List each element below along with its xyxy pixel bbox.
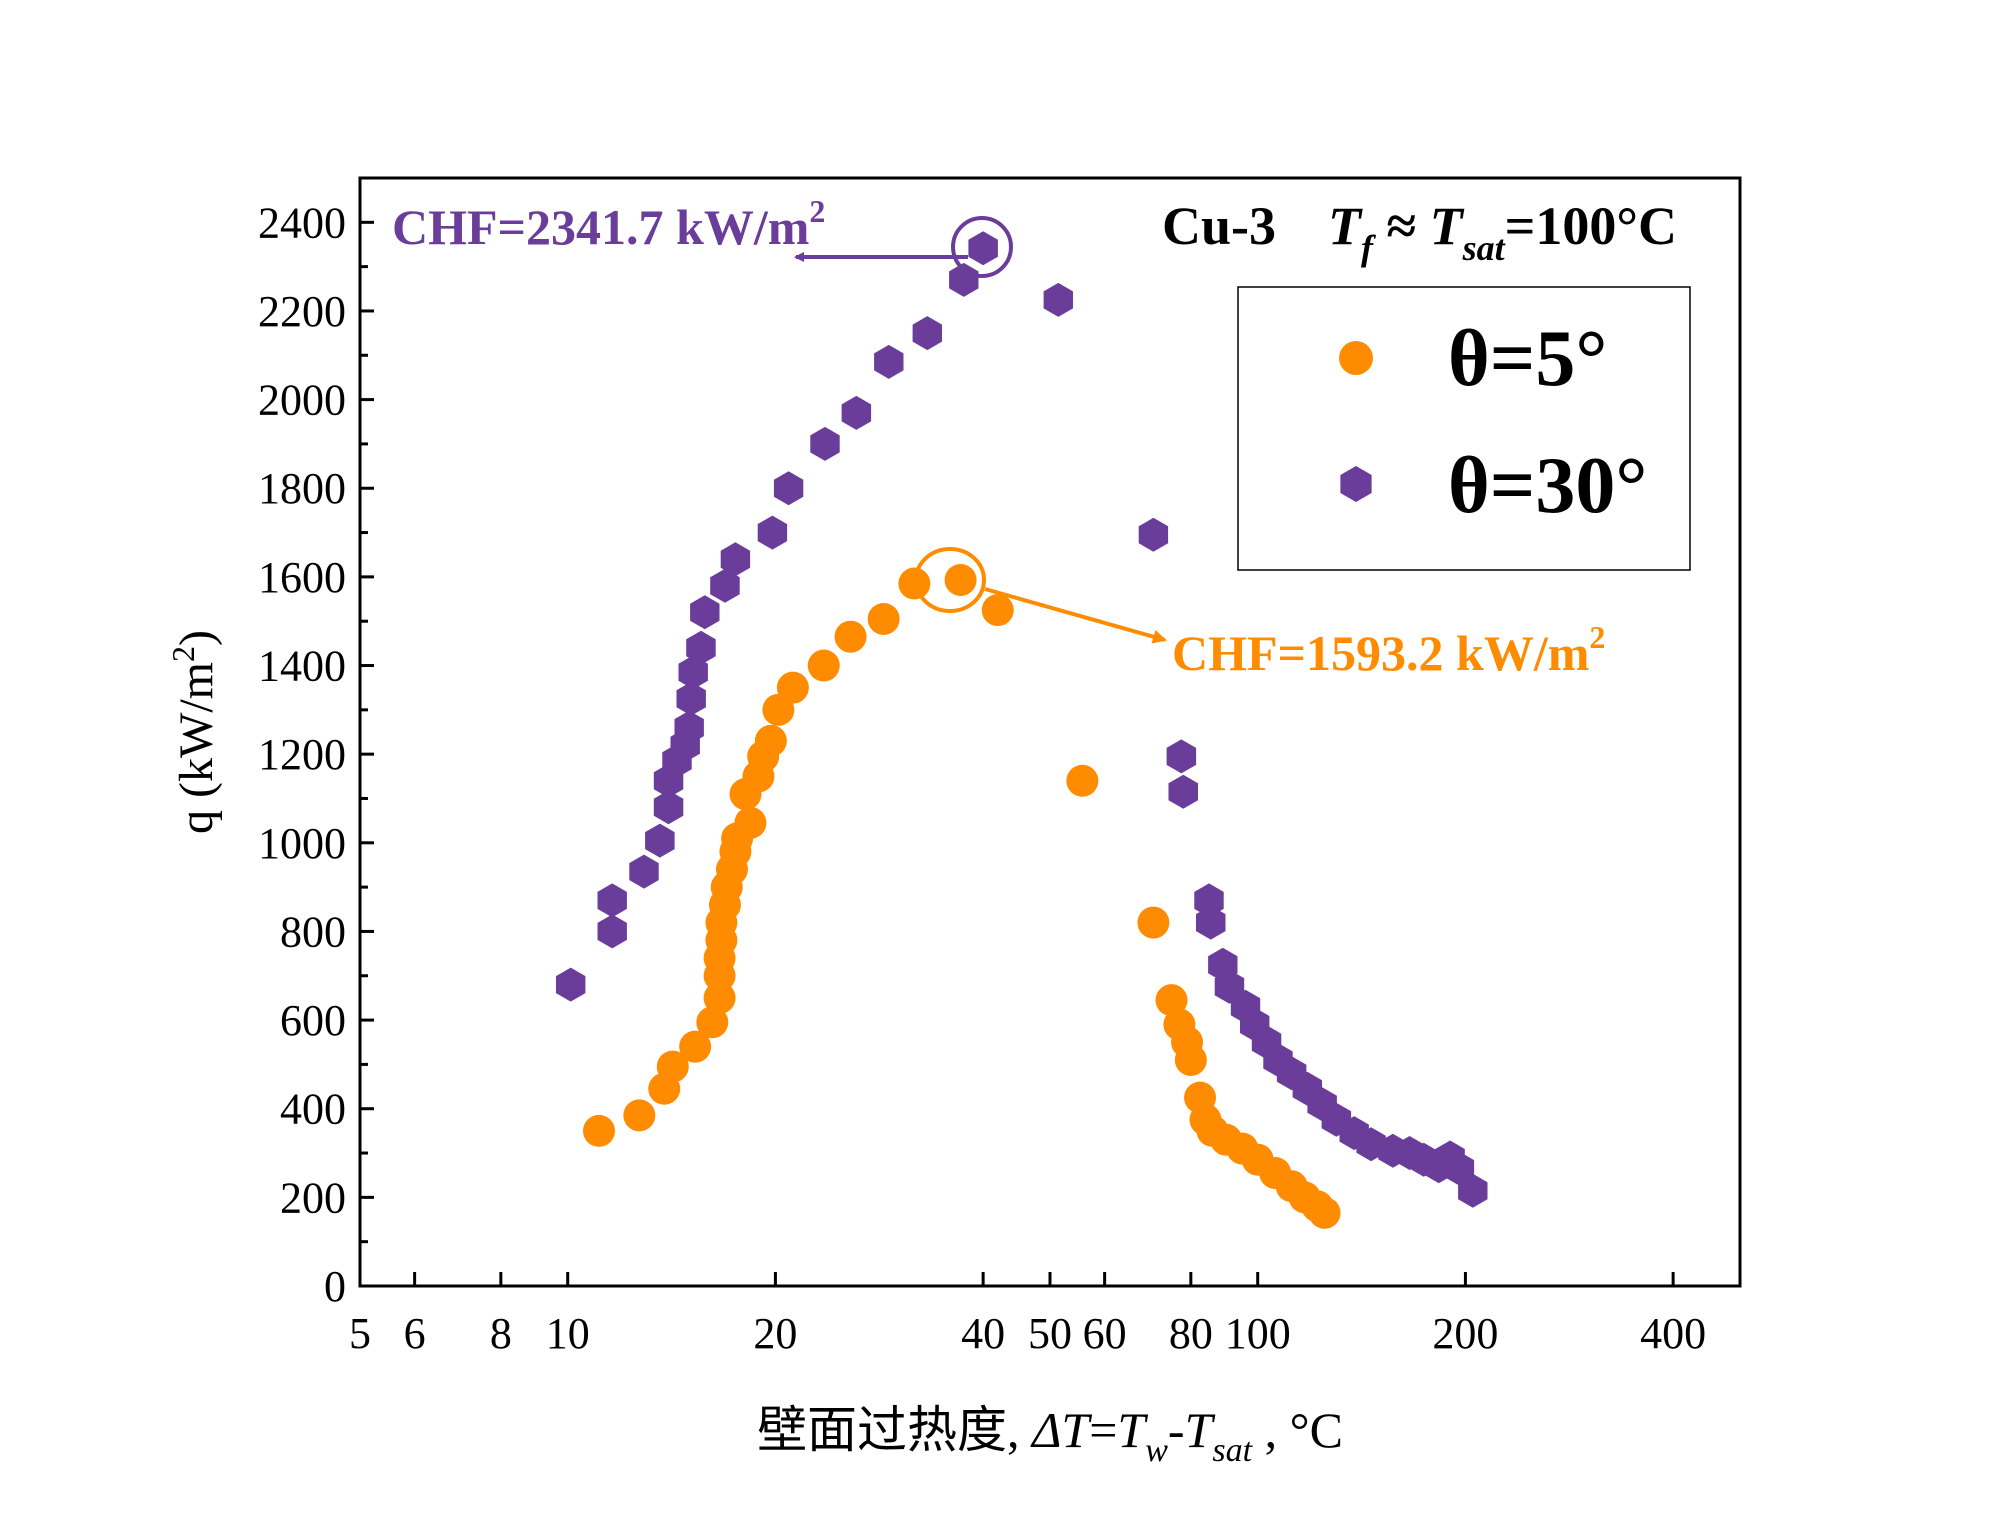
data-point-theta-30: [949, 262, 979, 297]
data-point-theta-5: [734, 806, 767, 839]
x-tick-label: 400: [1640, 1309, 1706, 1358]
data-point-theta-30: [841, 395, 872, 430]
data-point-theta-30: [710, 568, 740, 603]
legend-marker-theta-30: [1340, 466, 1372, 502]
y-tick-label: 1600: [258, 553, 346, 602]
x-axis-ticks: 5 6 8 10 20 40 50 60 80 100 200 400: [349, 1272, 1706, 1358]
data-point-theta-30: [1138, 517, 1169, 552]
x-tick-label: 100: [1225, 1309, 1291, 1358]
series-theta-5: [582, 563, 1341, 1229]
y-tick-label: 1000: [258, 819, 346, 868]
series-theta-30: [556, 231, 1488, 1208]
data-point-theta-5: [623, 1099, 656, 1132]
data-point-theta-5: [776, 671, 809, 704]
data-point-theta-30: [874, 344, 904, 379]
legend: θ=5° θ=30°: [1237, 286, 1691, 571]
annotation-chf-30: CHF=2341.7 kW/m2: [392, 193, 1013, 278]
data-point-theta-30: [912, 316, 942, 351]
data-point-theta-5: [834, 620, 867, 653]
y-axis-ticks: 0 200 400 600 800 1000 1200 1400 1600 1800 2000 220…: [258, 198, 374, 1311]
y-tick-label: 600: [280, 996, 346, 1045]
chf-5-label: CHF=1593.2 kW/m2: [1172, 619, 1605, 681]
data-point-theta-5: [656, 1050, 689, 1083]
data-point-theta-30: [773, 471, 804, 506]
data-point-theta-5: [1155, 984, 1188, 1017]
x-tick-label: 60: [1083, 1309, 1127, 1358]
x-axis-label: 壁面过热度, ΔT=Tw-Tsat , °C: [757, 1402, 1343, 1469]
data-point-theta-30: [968, 231, 998, 266]
condition-text: Tf ≈ Tsat=100°C: [1328, 196, 1677, 268]
data-point-theta-5: [1308, 1196, 1341, 1229]
data-point-theta-5: [807, 649, 840, 682]
x-tick-label: 80: [1169, 1309, 1213, 1358]
data-point-theta-5: [944, 563, 977, 596]
x-tick-label: 5: [349, 1309, 371, 1358]
chf-30-highlight-ring: [951, 216, 1013, 278]
data-point-theta-5: [1066, 764, 1099, 797]
x-tick-label: 50: [1028, 1309, 1072, 1358]
data-point-theta-30: [1458, 1173, 1488, 1208]
y-tick-label: 1800: [258, 464, 346, 513]
data-point-theta-5: [696, 1006, 729, 1039]
data-point-theta-5: [679, 1030, 712, 1063]
data-point-theta-5: [981, 594, 1014, 627]
x-tick-label: 6: [404, 1309, 426, 1358]
x-tick-label: 10: [546, 1309, 590, 1358]
x-tick-label: 40: [961, 1309, 1005, 1358]
x-tick-label: 20: [753, 1309, 797, 1358]
data-point-theta-30: [674, 710, 704, 745]
data-point-theta-30: [645, 823, 675, 858]
legend-label-theta-30: θ=30°: [1448, 442, 1647, 530]
y-tick-label: 2000: [258, 376, 346, 425]
data-point-theta-30: [1166, 739, 1197, 774]
y-tick-label: 2400: [258, 198, 346, 247]
data-point-theta-30: [1444, 1151, 1475, 1186]
data-point-theta-30: [810, 426, 840, 461]
data-point-theta-30: [676, 681, 706, 716]
data-point-theta-30: [597, 914, 627, 949]
y-tick-label: 800: [280, 907, 346, 956]
y-tick-label: 200: [280, 1173, 346, 1222]
chf-5-highlight-ring: [914, 547, 986, 613]
data-point-theta-5: [867, 602, 900, 635]
annotation-chf-5: CHF=1593.2 kW/m2: [914, 547, 1605, 681]
legend-label-theta-5: θ=5°: [1448, 315, 1607, 403]
data-point-theta-5: [703, 981, 736, 1014]
data-point-theta-30: [690, 595, 720, 630]
data-point-theta-30: [1043, 282, 1073, 317]
data-point-theta-30: [720, 542, 751, 577]
y-tick-label: 1400: [258, 642, 346, 691]
y-tick-label: 2200: [258, 287, 346, 336]
data-point-theta-5: [754, 724, 787, 757]
data-point-theta-30: [629, 854, 659, 889]
legend-box: [1237, 286, 1691, 571]
data-point-theta-30: [686, 630, 716, 665]
data-point-theta-5: [1174, 1043, 1207, 1076]
data-point-theta-30: [1196, 905, 1226, 940]
data-point-theta-30: [757, 515, 788, 550]
chf-5-arrow: [984, 587, 1167, 644]
y-axis-label: q (kW/m2): [165, 630, 223, 834]
x-tick-label: 200: [1432, 1309, 1498, 1358]
data-point-theta-30: [1168, 774, 1198, 809]
y-tick-label: 400: [280, 1085, 346, 1134]
data-point-theta-30: [597, 883, 627, 918]
x-tick-label: 8: [490, 1309, 512, 1358]
chf-30-label: CHF=2341.7 kW/m2: [392, 193, 825, 255]
data-point-theta-5: [582, 1114, 615, 1147]
y-tick-label: 1200: [258, 730, 346, 779]
y-tick-label: 0: [324, 1262, 346, 1311]
data-point-theta-5: [1137, 906, 1170, 939]
data-point-theta-30: [556, 967, 586, 1002]
chart-title: Cu-3: [1162, 196, 1276, 256]
data-point-theta-30: [653, 790, 684, 825]
legend-marker-theta-5: [1339, 341, 1373, 375]
